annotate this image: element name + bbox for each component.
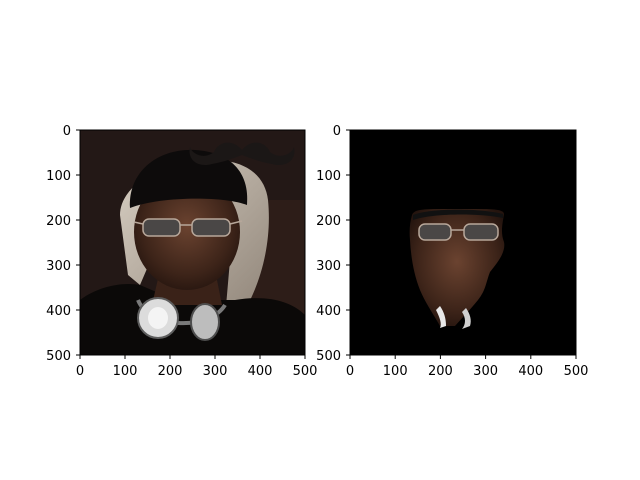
- right-y-tick-label: 300: [316, 259, 341, 274]
- left-y-tick-label: 100: [46, 169, 71, 184]
- right-x-tick-label: 200: [428, 364, 453, 379]
- sunglasses: [133, 218, 243, 237]
- left-image: [80, 130, 305, 355]
- mustache-overlay: [189, 142, 295, 166]
- masked-hat-edge: [413, 209, 503, 220]
- face: [134, 174, 240, 290]
- right-x-tick-label: 300: [473, 364, 498, 379]
- right-y-tick-label: 100: [316, 169, 341, 184]
- left-y-tick-label: 500: [46, 349, 71, 364]
- hat: [129, 149, 248, 208]
- left-y-tick-label: 400: [46, 304, 71, 319]
- right-y-tick-label: 200: [316, 214, 341, 229]
- left-x-tick-label: 0: [76, 364, 84, 379]
- right-axis-ticks: [346, 129, 577, 359]
- left-y-tick-label: 300: [46, 259, 71, 274]
- masked-headphone-fragment-left: [436, 306, 446, 328]
- right-x-tick-label: 400: [518, 364, 543, 379]
- right-panel: 0 100 200 300 400 500 0 100 200 300 400 …: [316, 124, 588, 379]
- masked-sunglasses: [418, 223, 499, 241]
- right-y-tick-label: 400: [316, 304, 341, 319]
- left-x-tick-label: 300: [203, 364, 228, 379]
- left-x-tick-label: 500: [293, 364, 318, 379]
- right-image: [350, 130, 576, 355]
- left-y-tick-label: 0: [63, 124, 71, 139]
- left-axis-ticks: [76, 129, 306, 359]
- left-y-tick-labels: 0 100 200 300 400 500: [46, 124, 71, 364]
- right-y-tick-labels: 0 100 200 300 400 500: [316, 124, 341, 364]
- left-panel: 0 100 200 300 400 500 0 100 200 300 400 …: [46, 124, 317, 379]
- right-y-tick-label: 500: [316, 349, 341, 364]
- right-axes-frame: [349, 129, 577, 356]
- left-x-tick-label: 400: [248, 364, 273, 379]
- left-x-tick-label: 100: [113, 364, 138, 379]
- left-x-tick-label: 200: [158, 364, 183, 379]
- right-x-tick-label: 100: [383, 364, 408, 379]
- right-y-tick-label: 0: [333, 124, 341, 139]
- right-x-tick-labels: 0 100 200 300 400 500: [346, 364, 589, 379]
- masked-headphone-fragment-right: [462, 308, 471, 329]
- right-x-tick-label: 500: [564, 364, 589, 379]
- right-x-tick-label: 0: [346, 364, 354, 379]
- left-x-tick-labels: 0 100 200 300 400 500: [76, 364, 318, 379]
- left-axes-frame: [79, 129, 306, 356]
- headphones: [136, 297, 227, 341]
- left-y-tick-label: 200: [46, 214, 71, 229]
